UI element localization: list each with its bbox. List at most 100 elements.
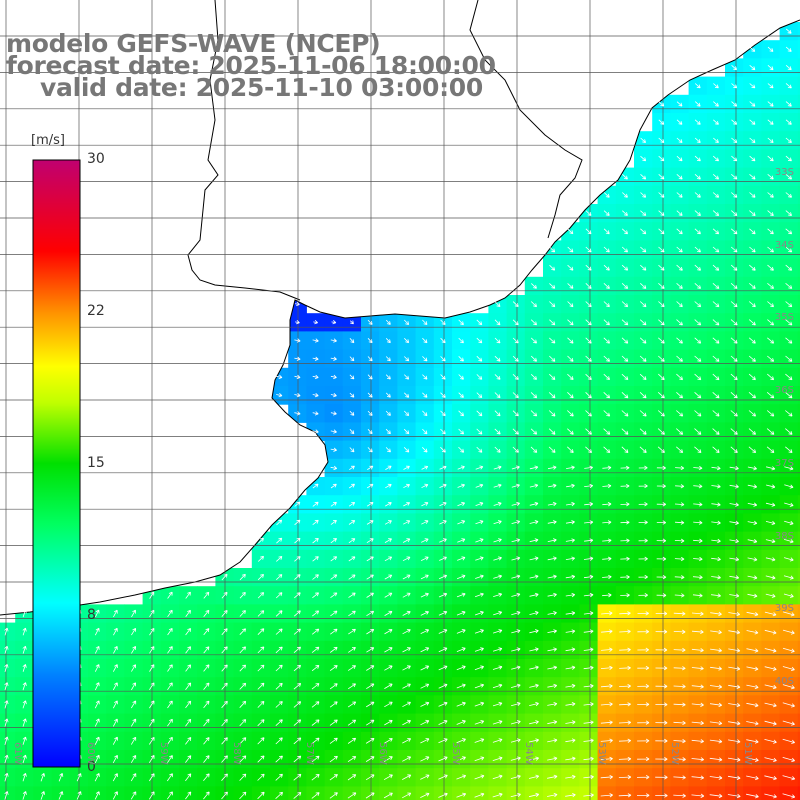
wind-arrow (22, 754, 27, 764)
wind-cell (797, 549, 800, 569)
wind-arrow (603, 192, 610, 198)
wind-arrow (492, 647, 503, 652)
wind-arrow (94, 754, 100, 764)
wind-arrow (203, 755, 210, 763)
wind-arrow (403, 502, 411, 507)
wind-arrow (709, 720, 723, 726)
wind-arrow (112, 664, 118, 672)
wind-arrow (493, 483, 502, 488)
wind-arrow (311, 774, 320, 781)
wind-arrow (765, 539, 776, 544)
wind-arrow (691, 793, 705, 798)
wind-arrow (476, 319, 483, 326)
wind-arrow (676, 192, 683, 198)
wind-arrow (764, 757, 777, 762)
wind-arrow (529, 738, 539, 743)
wind-arrow (130, 755, 137, 764)
wind-arrow (639, 337, 647, 344)
wind-arrow (494, 374, 501, 380)
wind-arrow (709, 757, 723, 762)
wind-arrow (257, 555, 264, 562)
wind-arrow (729, 538, 739, 544)
wind-arrow (367, 465, 374, 470)
wind-arrow (585, 373, 592, 380)
wind-arrow (657, 410, 665, 417)
wind-arrow (402, 574, 411, 580)
wind-arrow (275, 755, 283, 763)
wind-arrow (402, 647, 411, 653)
wind-arrow (529, 720, 539, 725)
wind-arrow (130, 718, 137, 727)
wind-arrow (547, 611, 557, 616)
wind-arrow (638, 483, 648, 489)
wind-arrow (640, 210, 647, 216)
wind-arrow (239, 719, 247, 727)
wind-arrow (438, 774, 448, 780)
wind-arrow (655, 702, 668, 707)
wind-arrow (656, 556, 667, 562)
wind-arrow (438, 756, 448, 762)
wind-arrow (94, 718, 100, 727)
wind-arrow (619, 702, 631, 707)
wind-arrow (785, 64, 792, 71)
wind-arrow (185, 609, 191, 617)
wind-arrow (367, 374, 373, 380)
wind-arrow (782, 720, 795, 726)
wind-arrow (403, 428, 410, 435)
wind-arrow (402, 774, 412, 780)
wind-arrow (529, 592, 539, 597)
wind-arrow (349, 392, 355, 398)
wind-arrow (585, 301, 592, 308)
lat-label-33s: 33S (774, 167, 794, 178)
wind-arrow (547, 592, 557, 597)
wind-arrow (529, 483, 539, 488)
wind-arrow (783, 575, 794, 580)
wind-arrow (58, 772, 64, 782)
wind-arrow (420, 610, 429, 616)
wind-arrow (728, 739, 741, 744)
wind-arrow (767, 210, 774, 216)
wind-arrow (476, 337, 483, 344)
wind-arrow (655, 647, 668, 653)
wind-arrow (420, 774, 430, 780)
wind-arrow (730, 391, 738, 399)
wind-arrow (203, 700, 210, 709)
wind-arrow (492, 756, 503, 761)
wind-arrow (567, 228, 574, 235)
wind-arrow (674, 593, 685, 598)
wind-arrow (658, 337, 665, 344)
wind-arrow (385, 428, 391, 435)
wind-arrow (456, 792, 467, 798)
wind-arrow (676, 155, 683, 162)
wind-arrow (728, 611, 741, 617)
wind-arrow (584, 520, 594, 525)
wind-arrow (658, 155, 665, 162)
wind-arrow (438, 647, 448, 653)
wind-arrow (782, 629, 795, 635)
wind-arrow (729, 520, 739, 525)
wind-arrow (456, 683, 466, 689)
wind-arrow (185, 682, 192, 690)
wind-arrow (239, 737, 247, 745)
wind-arrow (764, 720, 777, 726)
wind-arrow (567, 246, 574, 253)
wind-arrow (749, 192, 756, 198)
wind-arrow (275, 773, 283, 781)
wind-arrow (166, 791, 173, 800)
lon-label-55w: 55W (450, 742, 461, 765)
wind-arrow (639, 301, 647, 308)
wind-arrow (475, 574, 484, 579)
wind-arrow (422, 337, 428, 344)
wind-cell (15, 786, 34, 800)
wind-arrow (422, 374, 428, 380)
wind-arrow (275, 719, 283, 726)
wind-arrow (276, 519, 283, 526)
wind-arrow (383, 792, 393, 799)
wind-arrow (476, 446, 483, 453)
wind-cell (0, 695, 16, 715)
wind-arrow (622, 174, 628, 180)
lat-label-36s: 36S (774, 385, 794, 396)
wind-arrow (294, 393, 301, 398)
wind-arrow (276, 574, 283, 580)
wind-arrow (567, 373, 574, 380)
